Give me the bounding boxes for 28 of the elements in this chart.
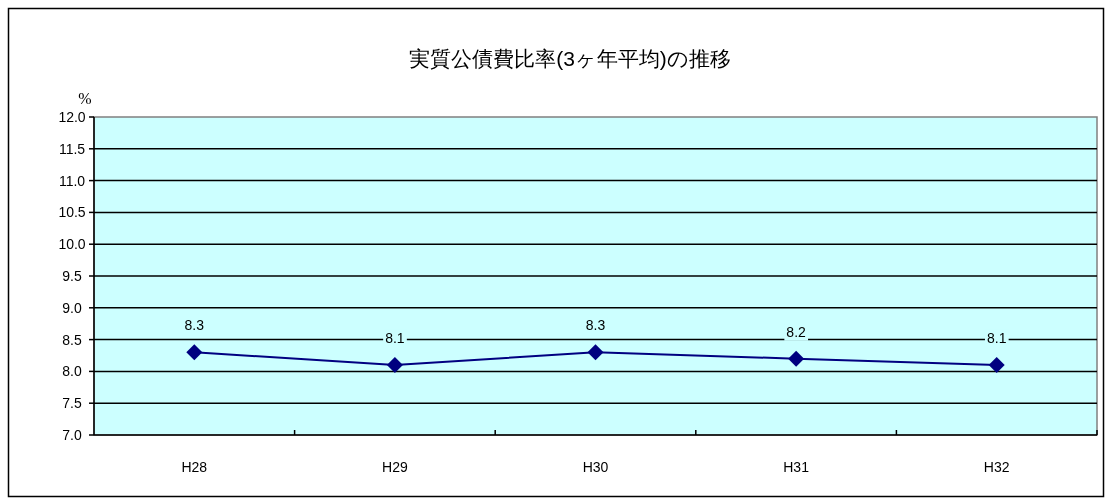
y-tick-label: 9.5 xyxy=(62,268,82,284)
data-label: 8.1 xyxy=(986,330,1007,347)
x-tick-label: H29 xyxy=(382,459,408,475)
point xyxy=(386,357,403,374)
point xyxy=(186,344,203,361)
y-tick-label: 9.0 xyxy=(62,299,82,316)
y-tick-label: 8.0 xyxy=(62,363,82,380)
chart-title: 実質公債費比率(3ヶ年平均)の推移 xyxy=(409,47,731,70)
y-tick-label: 7.0 xyxy=(62,427,82,443)
point xyxy=(788,350,805,367)
y-tick-label: 8.5 xyxy=(62,331,82,348)
point xyxy=(988,357,1005,374)
x-tick-label: H30 xyxy=(582,459,609,475)
y-tick-label: 10.5 xyxy=(58,204,86,221)
y-tick-label: 12.0 xyxy=(58,109,86,125)
x-tick-label: H28 xyxy=(181,459,208,475)
x-tick-label: H31 xyxy=(783,459,810,475)
y-tick-label: 11.0 xyxy=(58,172,86,189)
data-label: 8.2 xyxy=(786,323,807,340)
point xyxy=(587,344,604,361)
y-tick-label: 11.5 xyxy=(58,140,86,157)
y-axis-title: % xyxy=(78,90,92,107)
x-tick-label: H32 xyxy=(983,459,1010,475)
y-tick-label: 7.5 xyxy=(62,395,82,412)
y-tick-label: 10.0 xyxy=(58,236,86,253)
data-label: 8.1 xyxy=(385,330,405,347)
data-label: 8.3 xyxy=(585,317,606,334)
data-label: 8.3 xyxy=(184,317,205,334)
